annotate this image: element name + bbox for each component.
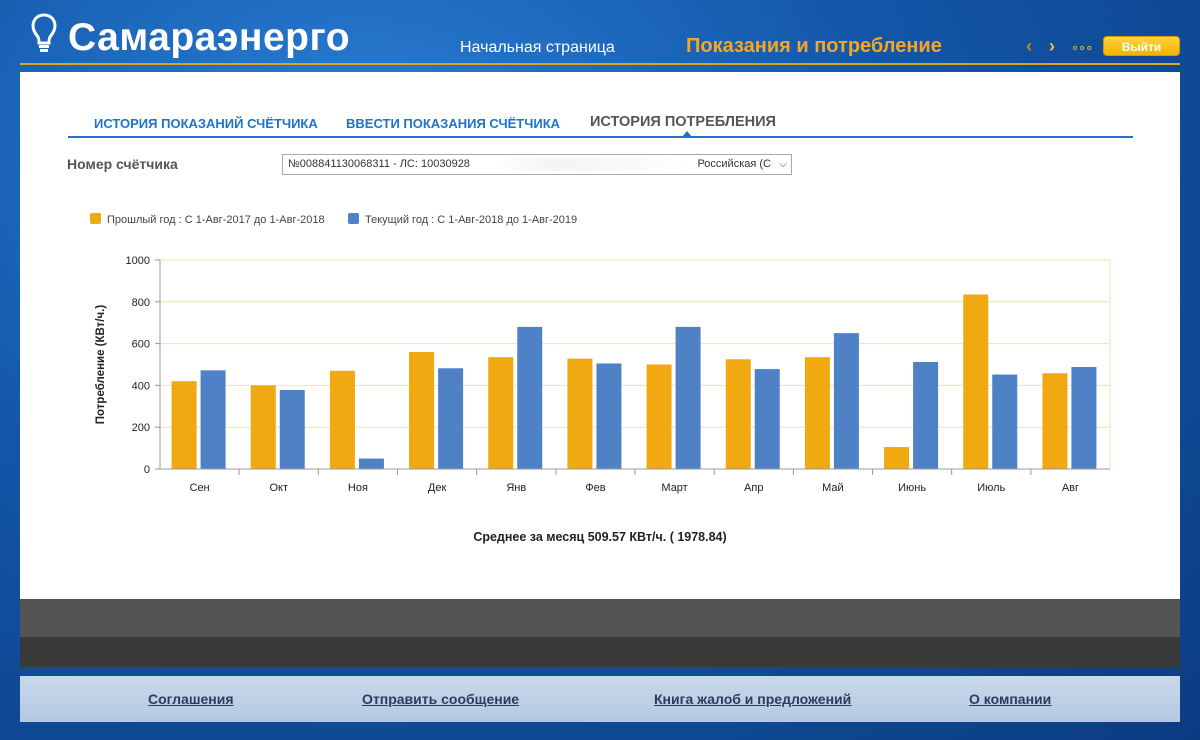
x-tick-label: Май xyxy=(822,482,844,494)
bar-current xyxy=(438,368,464,469)
chevron-left-icon[interactable]: ‹ xyxy=(1026,36,1032,56)
bar-previous xyxy=(250,385,276,469)
legend-swatch-previous xyxy=(90,213,101,224)
tab-bar: ИСТОРИЯ ПОКАЗАНИЙ СЧЁТЧИКА ВВЕСТИ ПОКАЗА… xyxy=(68,108,1133,138)
more-icon[interactable]: ∘∘∘ xyxy=(1071,40,1093,55)
bar-current xyxy=(675,326,701,469)
bar-previous xyxy=(725,359,751,469)
x-tick-label: Окт xyxy=(269,482,288,494)
legend-item-current[interactable]: Текущий год : С 1-Авг-2018 до 1-Авг-2019 xyxy=(348,213,577,226)
legend-label-previous: Прошлый год : С 1-Авг-2017 до 1-Авг-2018 xyxy=(107,214,325,226)
nav-home-link[interactable]: Начальная страница xyxy=(460,39,615,56)
meter-select-value-tail: Российская (С xyxy=(697,158,771,170)
bar-previous xyxy=(1042,373,1068,469)
bar-current xyxy=(358,458,384,469)
x-tick-label: Дек xyxy=(428,482,447,494)
bar-previous xyxy=(884,447,910,469)
meter-select[interactable]: №008841130068311 - ЛС: 10030928 Российск… xyxy=(282,154,792,175)
active-tab-pointer xyxy=(682,131,692,137)
x-tick-label: Ноя xyxy=(348,482,368,494)
bar-current xyxy=(913,361,939,469)
x-tick-label: Апр xyxy=(744,482,763,494)
meter-select-value: №008841130068311 - ЛС: 10030928 xyxy=(288,158,470,170)
redacted-area xyxy=(493,158,693,171)
logo-text: Самараэнерго xyxy=(68,16,351,59)
header-divider xyxy=(20,63,1180,65)
x-tick-label: Март xyxy=(661,482,687,494)
lightbulb-icon xyxy=(31,13,57,52)
footer-link-agreements[interactable]: Соглашения xyxy=(148,691,234,707)
y-tick-label: 0 xyxy=(144,464,150,476)
bar-previous xyxy=(646,364,672,469)
consumption-chart: 0 200 400 600 800 1000 Потребление (КВт/ч.) Сен… xyxy=(95,255,1111,494)
y-tick-label: 400 xyxy=(132,380,150,392)
footer-link-send-message[interactable]: Отправить сообщение xyxy=(362,691,520,707)
bar-previous xyxy=(329,370,355,469)
bar-current xyxy=(279,389,305,469)
bar-previous xyxy=(488,357,514,469)
x-tick-label: Сен xyxy=(190,482,210,494)
footer: Соглашения Отправить сообщение Книга жал… xyxy=(20,676,1180,722)
x-tick-label: Июнь xyxy=(898,482,926,494)
bar-current xyxy=(596,363,622,469)
bar-previous xyxy=(567,358,593,469)
chevron-down-icon: ⌵ xyxy=(779,159,787,170)
x-tick-label: Июль xyxy=(977,482,1005,494)
bar-current xyxy=(992,374,1018,469)
footer-link-about[interactable]: О компании xyxy=(969,691,1052,707)
tab-consumption-history[interactable]: ИСТОРИЯ ПОТРЕБЛЕНИЯ xyxy=(590,114,776,130)
bar-current xyxy=(1071,367,1097,469)
footer-link-complaints-book[interactable]: Книга жалоб и предложений xyxy=(654,691,852,707)
x-tick-label: Фев xyxy=(585,482,605,494)
dark-band-lower xyxy=(20,637,1180,667)
tab-readings-history[interactable]: ИСТОРИЯ ПОКАЗАНИЙ СЧЁТЧИКА xyxy=(94,116,318,131)
legend-label-current: Текущий год : С 1-Авг-2018 до 1-Авг-2019 xyxy=(365,214,578,226)
average-consumption: Среднее за месяц 509.57 КВт/ч. ( 1978.84… xyxy=(473,530,727,544)
bar-previous xyxy=(409,351,435,469)
bar-previous xyxy=(963,294,989,469)
logout-button[interactable]: Выйти xyxy=(1103,36,1180,56)
legend-item-previous[interactable]: Прошлый год : С 1-Авг-2017 до 1-Авг-2018 xyxy=(90,213,325,226)
meter-label: Номер счётчика xyxy=(67,156,178,172)
y-axis-label: Потребление (КВт/ч.) xyxy=(95,305,107,425)
chevron-right-icon[interactable]: › xyxy=(1049,36,1055,56)
x-tick-label: Янв xyxy=(506,482,526,494)
bar-current xyxy=(517,326,543,469)
y-tick-label: 1000 xyxy=(126,255,150,267)
legend-swatch-current xyxy=(348,213,359,224)
bar-current xyxy=(754,369,780,469)
y-tick-label: 200 xyxy=(132,422,150,434)
bar-previous xyxy=(804,357,830,469)
bar-current xyxy=(833,333,859,469)
y-tick-label: 600 xyxy=(132,339,150,351)
tab-enter-readings[interactable]: ВВЕСТИ ПОКАЗАНИЯ СЧЁТЧИКА xyxy=(346,116,561,131)
dark-band-upper xyxy=(20,599,1180,637)
x-tick-label: Авг xyxy=(1062,482,1079,494)
header: Самараэнерго Начальная страница Показани… xyxy=(0,0,1200,66)
y-tick-label: 800 xyxy=(132,297,150,309)
content-panel: ИСТОРИЯ ПОКАЗАНИЙ СЧЁТЧИКА ВВЕСТИ ПОКАЗА… xyxy=(20,72,1180,599)
bar-current xyxy=(200,370,226,469)
nav-current-section: Показания и потребление xyxy=(686,35,942,57)
bar-previous xyxy=(171,381,197,469)
